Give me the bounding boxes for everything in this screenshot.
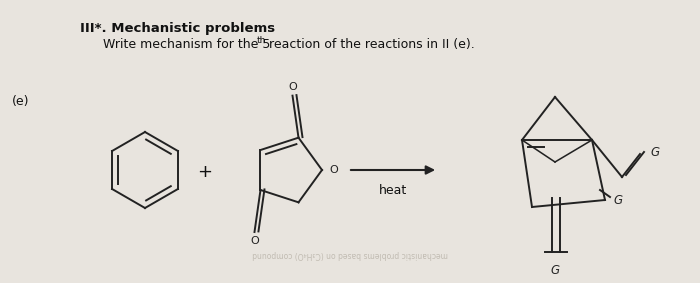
Text: th: th (257, 36, 267, 45)
Text: (e): (e) (12, 95, 29, 108)
Text: +: + (197, 163, 213, 181)
Text: heat: heat (379, 184, 407, 197)
Text: mechanistic problems based on (C₃H₄O) compound: mechanistic problems based on (C₃H₄O) co… (252, 250, 448, 260)
Text: III*. Mechanistic problems: III*. Mechanistic problems (80, 22, 275, 35)
Text: Write mechanism for the 5: Write mechanism for the 5 (103, 38, 270, 51)
Text: reaction of the reactions in II (e).: reaction of the reactions in II (e). (265, 38, 475, 51)
Text: O: O (250, 236, 259, 246)
Text: O: O (329, 165, 337, 175)
Text: O: O (288, 82, 297, 92)
Text: G: G (650, 145, 659, 158)
Text: G: G (550, 264, 559, 277)
Text: G: G (613, 194, 622, 207)
